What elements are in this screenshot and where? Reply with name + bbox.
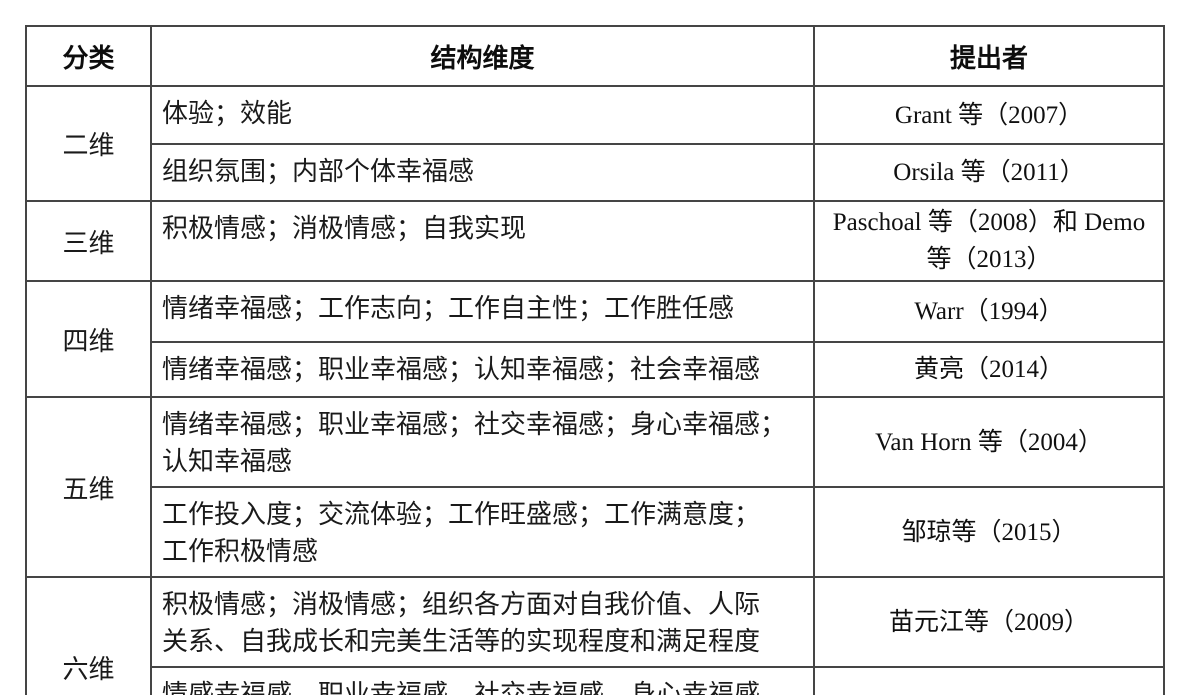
- header-proposer: 提出者: [813, 25, 1165, 87]
- dimensions-cell: 情绪幸福感；职业幸福感；社交幸福感；身心幸福感； 认知幸福感: [150, 396, 815, 488]
- dimensions-cell: 积极情感；消极情感；自我实现: [150, 200, 815, 282]
- proposer-cell: 黄亮（2014）: [813, 341, 1165, 398]
- table-row: 组织氛围；内部个体幸福感 Orsila 等（2011）: [26, 143, 1165, 202]
- table-row: 情绪幸福感；职业幸福感；认知幸福感；社会幸福感 黄亮（2014）: [26, 341, 1165, 398]
- dimensions-cell: 情感幸福感、职业幸福感、社交幸福感、身心幸福感、 认知幸福感和个体幸福感。: [150, 666, 815, 695]
- table-row: 五维 情绪幸福感；职业幸福感；社交幸福感；身心幸福感； 认知幸福感 Van Ho…: [25, 396, 1165, 578]
- category-cell-5d: 五维: [25, 396, 152, 578]
- table-row: 工作投入度；交流体验；工作旺盛感；工作满意度； 工作积极情感 邹琼等（2015）: [26, 486, 1165, 578]
- proposer-cell: Warr（1994）: [813, 280, 1165, 343]
- proposer-cell: Orsila 等（2011）: [813, 143, 1165, 202]
- proposer-cell: Paschoal 等（2008）和 Demo 等（2013）: [813, 200, 1165, 282]
- proposer-cell: 苗元江等（2009）: [813, 576, 1165, 668]
- proposer-cell: Bladschun（2014）: [813, 666, 1165, 695]
- dimensions-cell: 组织氛围；内部个体幸福感: [150, 143, 815, 202]
- dimensions-cell: 积极情感；消极情感；组织各方面对自我价值、人际 关系、自我成长和完美生活等的实现…: [150, 576, 815, 668]
- proposer-cell: 邹琼等（2015）: [813, 486, 1165, 578]
- category-cell-4d: 四维: [25, 280, 152, 398]
- table-row: 情感幸福感、职业幸福感、社交幸福感、身心幸福感、 认知幸福感和个体幸福感。 Bl…: [26, 666, 1165, 695]
- header-dimensions: 结构维度: [150, 25, 815, 87]
- table-row: 三维 积极情感；消极情感；自我实现 Paschoal 等（2008）和 Demo…: [25, 200, 1165, 282]
- category-cell-6d: 六维: [25, 576, 152, 695]
- header-category: 分类: [25, 25, 152, 87]
- dimensions-cell: 工作投入度；交流体验；工作旺盛感；工作满意度； 工作积极情感: [150, 486, 815, 578]
- dimensions-cell: 情绪幸福感；职业幸福感；认知幸福感；社会幸福感: [150, 341, 815, 398]
- table-row: 四维 情绪幸福感；工作志向；工作自主性；工作胜任感 Warr（1994）: [25, 280, 1165, 398]
- table-header-row: 分类 结构维度 提出者: [25, 25, 1165, 87]
- proposer-cell: Van Horn 等（2004）: [813, 396, 1165, 488]
- category-cell-2d: 二维: [25, 85, 152, 202]
- table-row: 二维 体验；效能 Grant 等（2007）: [25, 85, 1165, 202]
- table-row: 六维 积极情感；消极情感；组织各方面对自我价值、人际 关系、自我成长和完美生活等…: [25, 576, 1165, 695]
- dimensions-cell: 体验；效能: [150, 85, 815, 145]
- category-cell-3d: 三维: [25, 200, 152, 282]
- dimensions-cell: 情绪幸福感；工作志向；工作自主性；工作胜任感: [150, 280, 815, 343]
- proposer-cell: Grant 等（2007）: [813, 85, 1165, 145]
- wellbeing-dimensions-table: 分类 结构维度 提出者 二维 体验；效能 Grant 等（2007） 组织氛围；…: [25, 25, 1165, 695]
